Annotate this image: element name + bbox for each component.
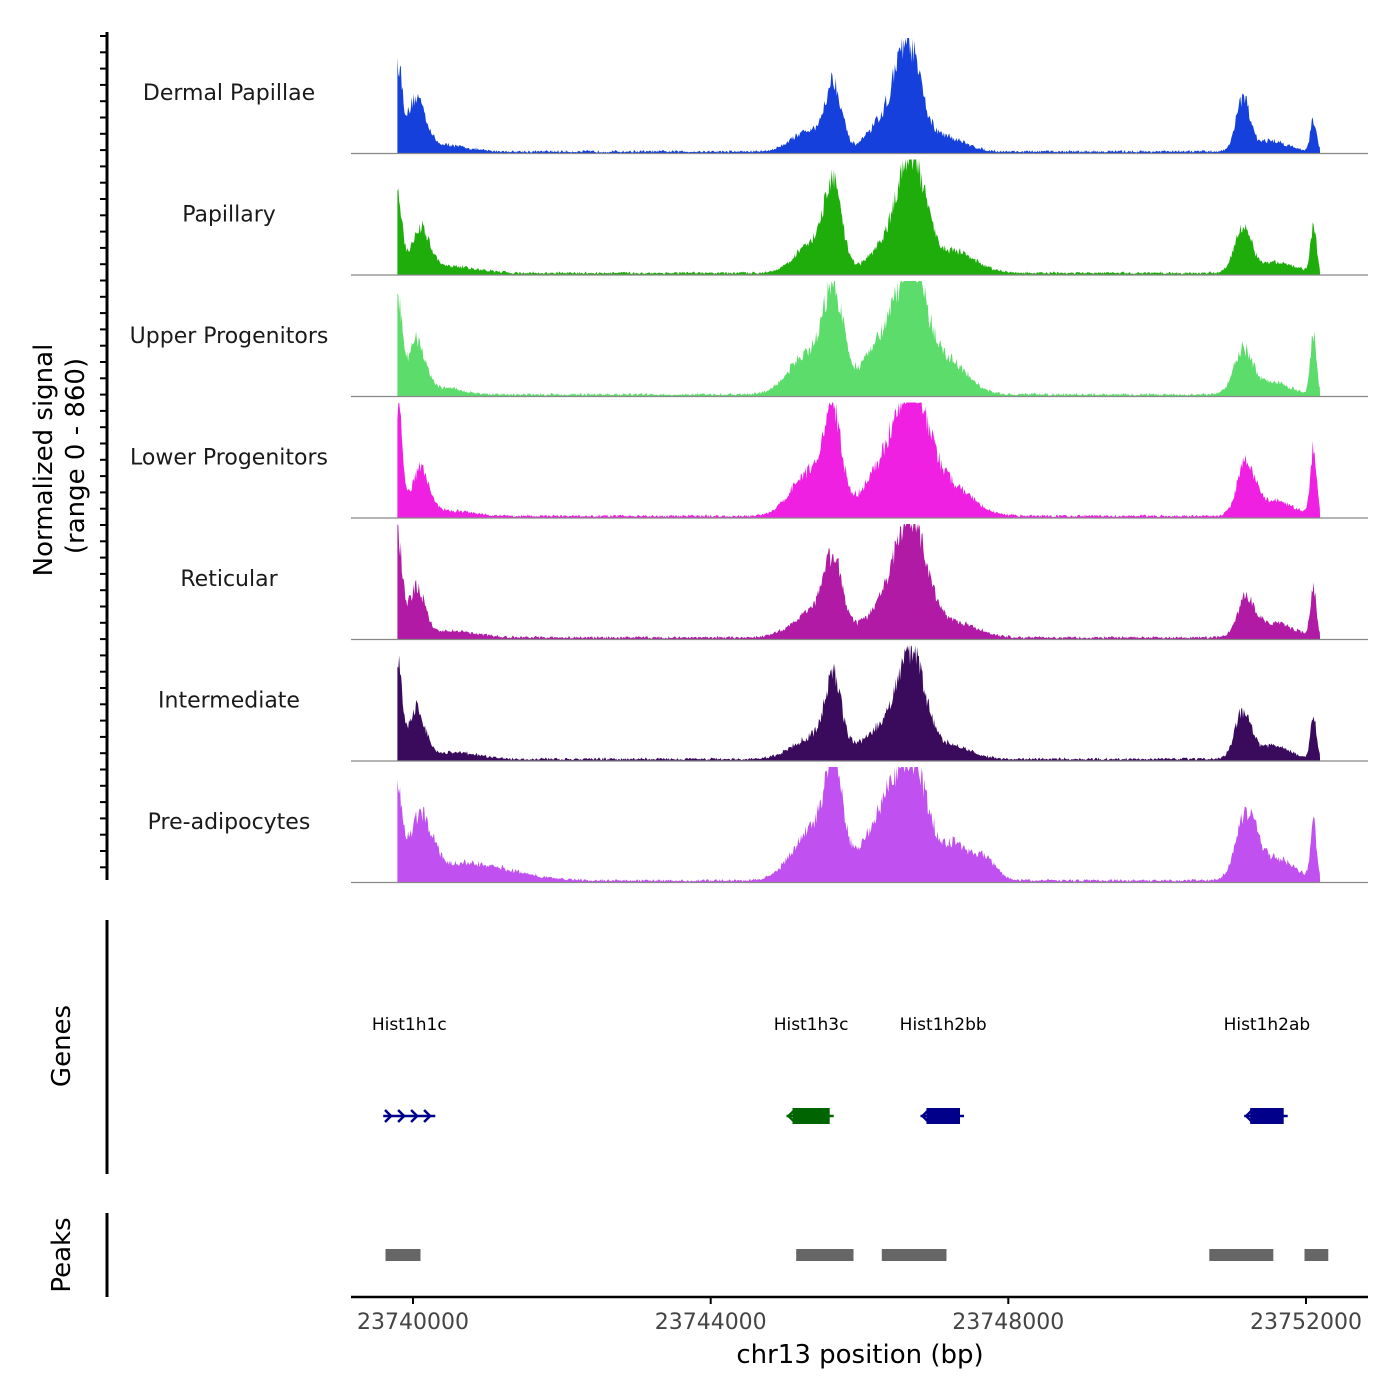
signal-track: Papillary — [182, 159, 1368, 276]
gene-strand-arrow — [920, 1109, 930, 1123]
signal-area — [397, 281, 1321, 397]
signal-track: Reticular — [180, 524, 1368, 641]
signal-track: Upper Progenitors — [130, 281, 1368, 398]
gene-model: Hist1h2ab — [1224, 1015, 1311, 1124]
gene-label: Hist1h2ab — [1224, 1015, 1311, 1035]
gene-label: Hist1h3c — [774, 1015, 849, 1035]
gene-track: Hist1h1c Hist1h3c Hist1h2bb Hist1h2ab — [372, 1015, 1310, 1124]
gene-label: Hist1h2bb — [900, 1015, 987, 1035]
x-tick-label: 23748000 — [952, 1310, 1064, 1335]
track-label: Papillary — [182, 203, 276, 228]
gene-model: Hist1h1c — [372, 1015, 447, 1123]
signal-axis-ticks — [100, 35, 107, 869]
gene-label: Hist1h1c — [372, 1015, 447, 1035]
signal-track: Intermediate — [158, 645, 1368, 762]
track-label: Pre-adipocytes — [148, 810, 311, 835]
signal-track: Lower Progenitors — [130, 402, 1368, 519]
track-label: Reticular — [180, 567, 278, 592]
genes-track-label: Genes — [47, 1005, 77, 1087]
signal-tracks: Dermal Papillae Papillary Upper Progenitor… — [130, 38, 1368, 884]
track-label: Intermediate — [158, 689, 300, 714]
y-axis-range-label: (range 0 - 860) — [61, 358, 91, 554]
signal-area — [397, 159, 1321, 275]
peak-region — [796, 1249, 854, 1261]
x-axis-ticks: 23740000 23744000 23748000 23752000 — [357, 1297, 1362, 1335]
peak-region — [1209, 1249, 1274, 1261]
peak-track — [385, 1249, 1329, 1261]
x-tick-label: 23752000 — [1250, 1310, 1362, 1335]
gene-model: Hist1h2bb — [900, 1015, 987, 1124]
gene-strand-arrow — [1244, 1109, 1254, 1123]
peak-region — [385, 1249, 421, 1261]
gene-strand-arrow — [384, 1109, 393, 1123]
gene-strand-arrow — [786, 1109, 796, 1123]
y-axis-label: Normalized signal — [29, 344, 59, 577]
x-tick-label: 23740000 — [357, 1310, 469, 1335]
peaks-track-label: Peaks — [47, 1217, 77, 1292]
x-axis-label: chr13 position (bp) — [736, 1340, 983, 1370]
gene-strand-arrow — [423, 1109, 432, 1123]
track-label: Upper Progenitors — [130, 324, 329, 349]
signal-track: Dermal Papillae — [143, 38, 1368, 155]
signal-area — [397, 645, 1321, 761]
peak-region — [1304, 1249, 1329, 1261]
track-label: Dermal Papillae — [143, 81, 315, 106]
signal-area — [397, 524, 1321, 640]
gene-strand-arrow — [410, 1109, 419, 1123]
signal-area — [397, 767, 1321, 883]
signal-track: Pre-adipocytes — [148, 767, 1368, 884]
track-label: Lower Progenitors — [130, 446, 328, 471]
x-tick-label: 23744000 — [655, 1310, 767, 1335]
signal-area — [397, 38, 1321, 154]
gene-strand-arrow — [397, 1109, 406, 1123]
signal-area — [397, 402, 1321, 518]
gene-model: Hist1h3c — [774, 1015, 849, 1124]
peak-region — [881, 1249, 947, 1261]
